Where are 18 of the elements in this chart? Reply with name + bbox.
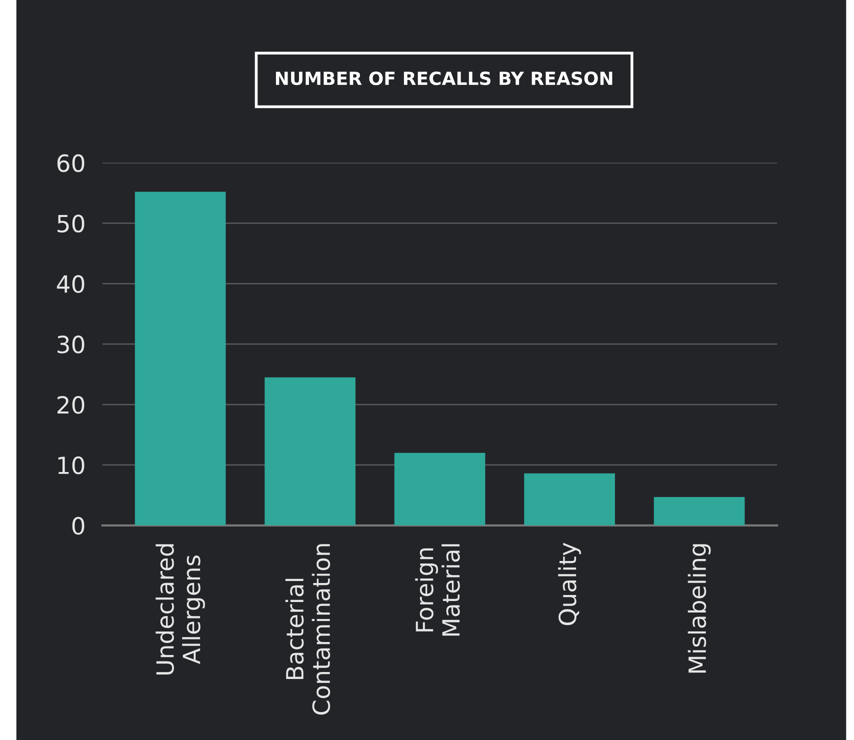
y-tick-label: 50 bbox=[58, 214, 84, 233]
x-tick-label: Mislabeling bbox=[688, 544, 711, 673]
x-tick-label: Quality bbox=[558, 542, 581, 626]
bar bbox=[394, 452, 486, 526]
x-tick-label: Foreign Material bbox=[415, 544, 460, 636]
bar bbox=[264, 377, 356, 526]
y-tick-label: 20 bbox=[58, 396, 84, 414]
y-tick-label: 0 bbox=[72, 516, 84, 535]
y-tick-label: 40 bbox=[56, 275, 84, 293]
bar bbox=[654, 496, 745, 526]
x-tick-label: Bacterial Contamination bbox=[285, 544, 330, 715]
chart-title: NUMBER OF RECALLS BY REASON bbox=[276, 72, 612, 86]
bar bbox=[524, 473, 615, 526]
x-tick-label: Undeclared Allergens bbox=[156, 544, 205, 674]
y-tick-label: 60 bbox=[57, 154, 84, 172]
y-tick-label: 10 bbox=[58, 456, 84, 474]
y-tick-label: 30 bbox=[58, 336, 84, 354]
bar bbox=[134, 192, 226, 526]
